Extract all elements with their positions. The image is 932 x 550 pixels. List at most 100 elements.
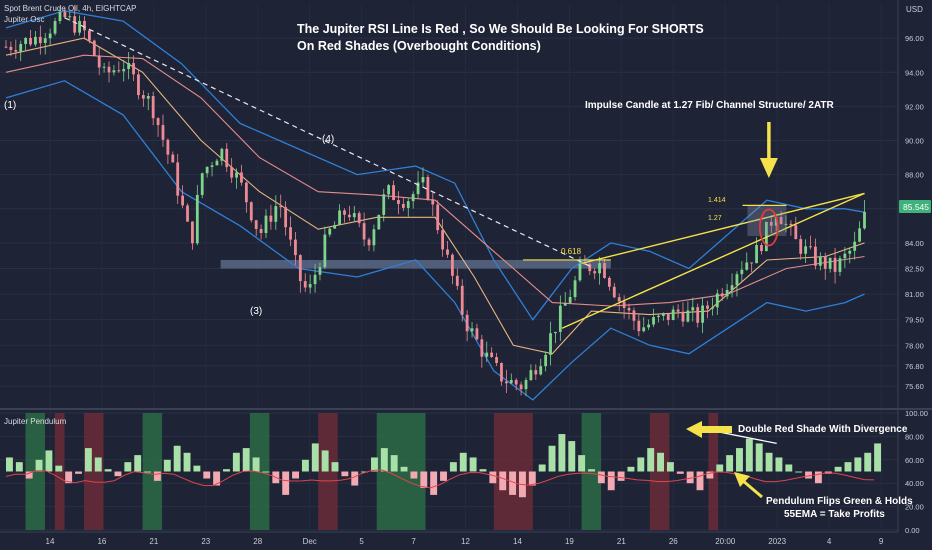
candle-body — [661, 313, 665, 316]
ema-slow — [5, 54, 865, 307]
candle-body — [514, 379, 518, 385]
time-tick-label: 14 — [46, 537, 55, 546]
candle-body — [500, 362, 503, 382]
histogram-bar — [755, 443, 763, 472]
candle-body — [568, 297, 572, 303]
channel-lower-line[interactable] — [561, 192, 865, 329]
histogram-bar — [509, 471, 517, 495]
price-tick-label: 82.50 — [905, 264, 924, 273]
histogram-bar — [262, 471, 270, 473]
histogram-bar — [874, 443, 882, 472]
symbol-title[interactable]: Spot Brent Crude Oil, 4h, EIGHTCAP — [4, 4, 137, 13]
candle-body — [240, 172, 243, 183]
candle-body — [210, 165, 214, 167]
candle-body — [377, 214, 381, 230]
candle-body — [750, 262, 754, 264]
candle-body — [308, 284, 312, 288]
candle-body — [843, 253, 847, 259]
candle-body — [53, 21, 57, 34]
histogram-bar — [440, 471, 447, 481]
candle-body — [92, 40, 96, 56]
candle-body — [249, 202, 253, 221]
candle-body — [421, 176, 425, 183]
candle-body — [225, 148, 229, 168]
candle-body — [701, 305, 705, 323]
candle-body — [485, 352, 489, 357]
pendulum-title[interactable]: Jupiter Pendulum — [4, 417, 67, 426]
candle-body — [696, 307, 700, 323]
candle-body — [519, 384, 523, 390]
candle-body — [264, 215, 268, 233]
candle-body — [38, 36, 42, 44]
histogram-bar — [94, 457, 102, 472]
candle-body — [818, 256, 822, 266]
candle-body — [97, 55, 101, 68]
time-axis[interactable]: 14 16 21 23 28 Dec 5 7 12 14 19 21 26 20:00 2023 4 9 — [46, 537, 884, 546]
histogram-bar — [213, 471, 221, 486]
candle-body — [205, 166, 209, 174]
candle-body — [191, 221, 194, 244]
candle-body — [318, 267, 322, 275]
candle-body — [289, 227, 292, 240]
candle-body — [455, 275, 459, 286]
histogram-bar — [114, 471, 122, 477]
pendulum-tick-label: 0.00 — [905, 526, 920, 535]
candle-body — [279, 206, 283, 208]
histogram-bar — [499, 471, 507, 491]
candle-body — [823, 256, 827, 269]
candle-body — [607, 277, 611, 287]
histogram-bar — [134, 455, 142, 472]
histogram-bar — [736, 448, 743, 472]
candle-body — [426, 176, 430, 200]
candle-body — [24, 37, 28, 45]
candle-body — [711, 307, 714, 309]
candle-body — [4, 46, 8, 48]
candle-body — [558, 305, 562, 332]
candle-body — [460, 285, 464, 315]
candle-body — [853, 241, 857, 251]
candle-body — [367, 239, 371, 246]
histogram-bar — [55, 465, 63, 472]
channel-upper-line[interactable] — [581, 192, 865, 265]
candle-body — [68, 16, 72, 18]
histogram-bar — [607, 471, 615, 491]
candle-body — [509, 379, 513, 384]
histogram-bar — [795, 471, 803, 473]
time-tick-label: 14 — [513, 537, 522, 546]
candle-body — [725, 289, 729, 297]
histogram-bar — [223, 469, 230, 472]
candle-body — [397, 199, 400, 204]
histogram-bar — [775, 457, 783, 472]
candle-body — [406, 201, 410, 208]
price-tick-label: 88.00 — [905, 171, 924, 180]
time-tick-label: 7 — [411, 537, 416, 546]
pendulum-axis[interactable]: 100.00 80.00 60.00 40.00 20.00 0.00 — [905, 409, 928, 535]
candle-body — [392, 185, 395, 200]
histogram-bar — [785, 464, 793, 472]
candle-body — [848, 250, 852, 254]
candle-body — [127, 63, 131, 70]
time-tick-label: 12 — [461, 537, 470, 546]
bollinger-lower — [5, 80, 865, 401]
candle-body — [34, 36, 37, 45]
indicator-title[interactable]: Jupiter Osc — [4, 15, 44, 24]
candle-body — [588, 264, 592, 272]
left-arrow-icon — [686, 421, 732, 438]
histogram-bar — [84, 448, 92, 472]
histogram-bar — [153, 471, 161, 481]
dashed-trendline[interactable] — [64, 17, 592, 268]
histogram-bar — [716, 464, 724, 472]
price-tick-label: 94.00 — [905, 68, 924, 77]
histogram-bar — [854, 457, 862, 472]
candle-body — [244, 182, 248, 203]
candle-body — [328, 228, 332, 235]
histogram-bar — [479, 469, 487, 472]
histogram-bar — [449, 462, 457, 472]
histogram-bar — [696, 471, 704, 491]
candle-body — [647, 324, 651, 328]
candle-body — [480, 339, 484, 357]
histogram-bar — [864, 452, 872, 472]
candle-body — [809, 246, 812, 248]
histogram-bar — [597, 471, 605, 484]
